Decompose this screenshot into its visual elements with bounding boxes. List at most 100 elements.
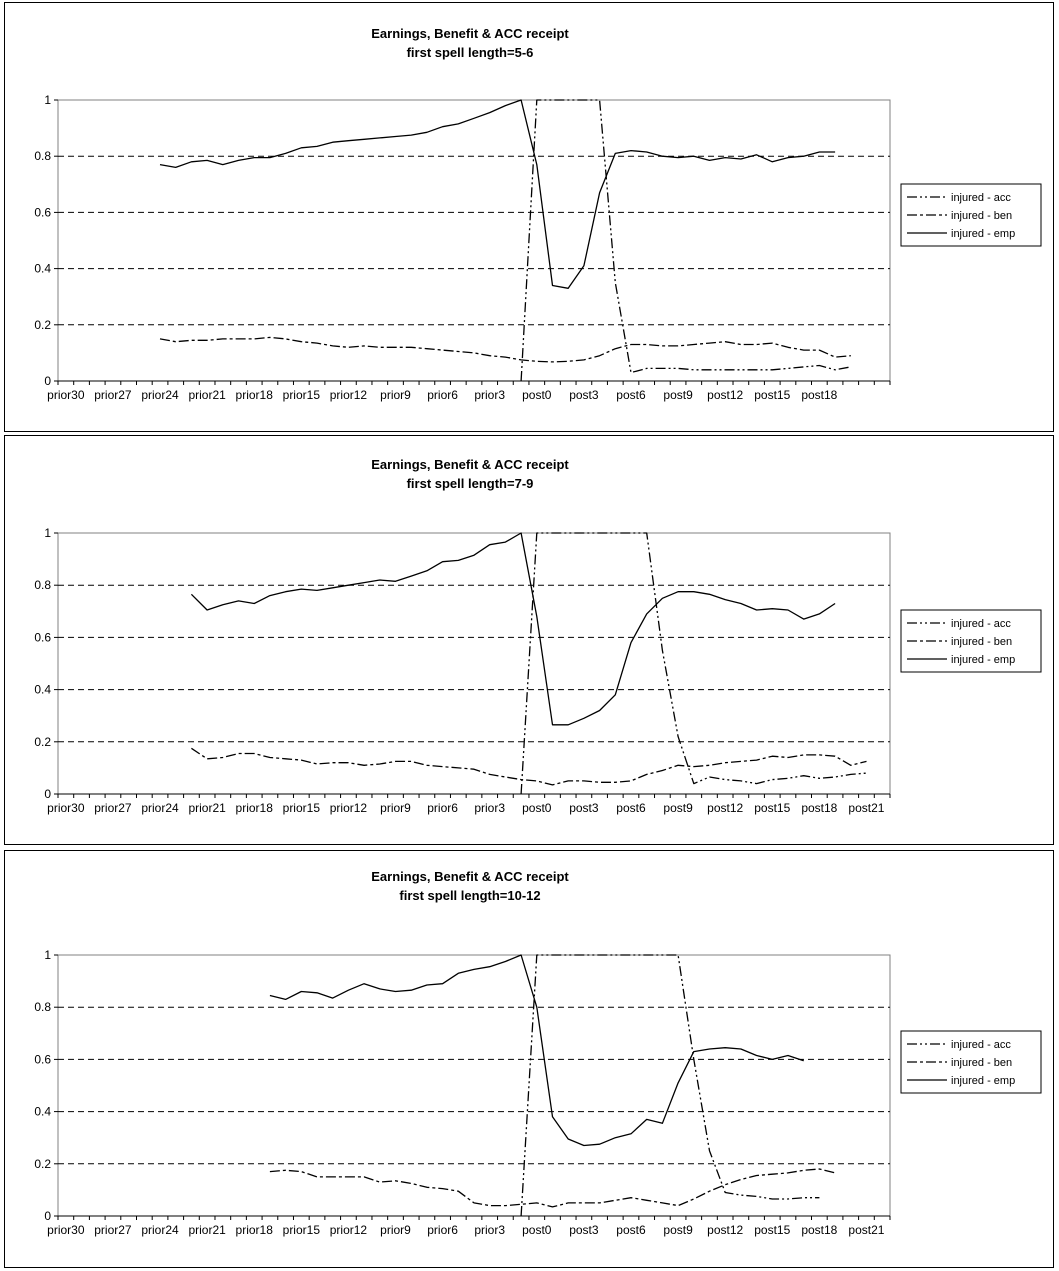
x-tick-label: prior15	[283, 388, 321, 402]
x-tick-label: post0	[522, 1223, 552, 1237]
chart-svg-3: Earnings, Benefit & ACC receipt first sp…	[34, 869, 1042, 1237]
x-tick-label: prior15	[283, 1223, 321, 1237]
y-tick-label: 0.4	[34, 1105, 51, 1119]
x-tick-label: prior12	[330, 1223, 368, 1237]
plot-border	[57, 954, 891, 1217]
legend-label: injured - emp	[951, 228, 1015, 240]
chart-svg-2: Earnings, Benefit & ACC receipt first sp…	[34, 457, 1042, 815]
x-tick-label: post3	[569, 801, 599, 815]
x-tick-label: prior12	[330, 801, 368, 815]
x-tick-label: post21	[848, 801, 884, 815]
x-tick-label: prior9	[380, 388, 411, 402]
plot-area: 0 0.2 0.4 0.6 0.8 1 prior30 prior27 prior24 prior…	[34, 93, 891, 402]
x-tick-label: post21	[848, 1223, 884, 1237]
chart-legend: injured - acc injured - ben injured - emp	[900, 1030, 1042, 1094]
series-line-injured-ben	[269, 1168, 836, 1208]
x-tick-label: prior24	[141, 801, 179, 815]
x-tick-label: prior18	[236, 388, 274, 402]
x-tick-label: post12	[707, 801, 743, 815]
x-tick-label: post18	[801, 801, 837, 815]
x-tick-label: prior30	[47, 1223, 85, 1237]
y-tick-label: 0	[44, 1209, 51, 1223]
x-tick-label: prior6	[427, 388, 458, 402]
x-tick-label: prior15	[283, 801, 321, 815]
y-tick-label: 0.4	[34, 262, 51, 276]
y-tick-label: 0.8	[34, 149, 51, 163]
y-tick-label: 0.6	[34, 1052, 51, 1066]
y-tick-label: 0.2	[34, 1157, 51, 1171]
x-tick-label: prior6	[427, 1223, 458, 1237]
y-tick-label: 0.2	[34, 735, 51, 749]
x-tick-label: prior12	[330, 388, 368, 402]
plot-area: 0 0.2 0.4 0.6 0.8 1 prior30 prior27 prior24 prior…	[34, 948, 891, 1237]
plot-area: 0 0.2 0.4 0.6 0.8 1 prior30 prior27 prior24 prior…	[34, 526, 891, 815]
y-tick-label: 0.6	[34, 630, 51, 644]
x-tick-label: post12	[707, 388, 743, 402]
chart-legend: injured - acc injured - ben injured - emp	[900, 183, 1042, 247]
x-tick-label: prior21	[188, 388, 226, 402]
series-line-injured-ben	[159, 336, 851, 363]
x-tick-label: post9	[663, 1223, 693, 1237]
x-tick-label: prior27	[94, 801, 132, 815]
legend-label: injured - acc	[951, 192, 1011, 204]
x-tick-label: prior18	[236, 1223, 274, 1237]
series-line-injured-emp	[159, 99, 836, 289]
x-tick-label: prior3	[474, 1223, 505, 1237]
y-tick-label: 0	[44, 374, 51, 388]
x-tick-label: post15	[754, 801, 790, 815]
x-tick-label: post3	[569, 1223, 599, 1237]
chart-svg-1: Earnings, Benefit & ACC receipt first sp…	[34, 26, 1042, 402]
y-tick-label: 0.8	[34, 1000, 51, 1014]
chart-panel-3: Earnings, Benefit & ACC receipt first sp…	[4, 850, 1054, 1268]
x-tick-label: post6	[616, 1223, 646, 1237]
x-tick-label: post0	[522, 388, 552, 402]
series-line-injured-ben	[191, 747, 867, 786]
y-tick-label: 1	[44, 948, 51, 962]
x-tick-label: prior30	[47, 801, 85, 815]
chart-title: Earnings, Benefit & ACC receipt	[371, 26, 569, 41]
chart-subtitle: first spell length=7-9	[407, 476, 534, 491]
chart-subtitle: first spell length=10-12	[399, 888, 540, 903]
x-tick-label: post0	[522, 801, 552, 815]
plot-border	[57, 532, 891, 795]
x-tick-label: post9	[663, 388, 693, 402]
series-line-injured-emp	[269, 954, 804, 1147]
x-tick-label: prior3	[474, 388, 505, 402]
x-tick-label: prior9	[380, 801, 411, 815]
x-tick-label: post15	[754, 1223, 790, 1237]
y-tick-label: 0.8	[34, 578, 51, 592]
x-tick-label: prior9	[380, 1223, 411, 1237]
y-tick-label: 0.4	[34, 683, 51, 697]
x-tick-label: post6	[616, 388, 646, 402]
x-tick-label: post12	[707, 1223, 743, 1237]
chart-legend: injured - acc injured - ben injured - emp	[900, 609, 1042, 673]
series-line-injured-acc	[520, 532, 867, 795]
legend-label: injured - acc	[951, 618, 1011, 630]
chart-title: Earnings, Benefit & ACC receipt	[371, 869, 569, 884]
legend-box	[900, 183, 1042, 247]
chart-panel-2: Earnings, Benefit & ACC receipt first sp…	[4, 435, 1054, 845]
x-tick-label: prior27	[94, 1223, 132, 1237]
x-tick-label: post18	[801, 388, 837, 402]
legend-label: injured - emp	[951, 1075, 1015, 1087]
series-line-injured-acc	[520, 99, 851, 382]
legend-box	[900, 609, 1042, 673]
plot-border	[57, 99, 891, 382]
x-tick-label: post18	[801, 1223, 837, 1237]
legend-label: injured - acc	[951, 1039, 1011, 1051]
x-tick-label: prior21	[188, 801, 226, 815]
x-tick-label: prior27	[94, 388, 132, 402]
y-tick-label: 1	[44, 526, 51, 540]
legend-label: injured - emp	[951, 654, 1015, 666]
x-tick-label: prior24	[141, 1223, 179, 1237]
series-line-injured-acc	[520, 954, 820, 1217]
x-tick-label: post9	[663, 801, 693, 815]
chart-panel-1: Earnings, Benefit & ACC receipt first sp…	[4, 2, 1054, 432]
x-tick-label: prior3	[474, 801, 505, 815]
x-tick-label: prior18	[236, 801, 274, 815]
y-tick-label: 1	[44, 93, 51, 107]
x-tick-label: post6	[616, 801, 646, 815]
x-tick-label: post15	[754, 388, 790, 402]
legend-label: injured - ben	[951, 636, 1012, 648]
y-tick-label: 0.6	[34, 205, 51, 219]
